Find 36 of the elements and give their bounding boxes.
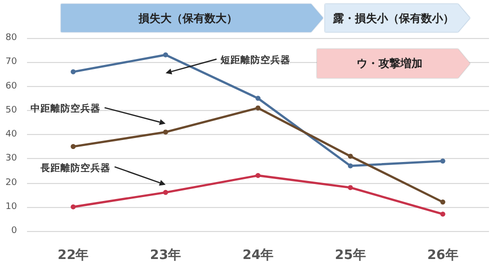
y-tick-label: 80 — [6, 33, 18, 43]
x-tick-label: 22年 — [58, 248, 89, 263]
point — [348, 154, 353, 159]
point — [70, 144, 76, 150]
point — [256, 96, 260, 101]
series-label: 短距離防空兵器 — [220, 54, 291, 66]
x-tick-label: 25年 — [334, 248, 366, 263]
x-tick-label: 26年 — [427, 248, 458, 263]
text: 長距離防空兵器 — [40, 162, 111, 174]
y-tick-label: 0 — [11, 226, 18, 236]
arrow-banner: 損失大（保有数大） — [61, 4, 323, 32]
point — [163, 190, 168, 195]
point — [163, 52, 168, 58]
point — [70, 204, 76, 210]
y-tick-label: 10 — [6, 202, 18, 212]
point — [440, 212, 446, 217]
point — [256, 105, 260, 110]
y-tick-label: 40 — [6, 130, 18, 140]
point — [348, 163, 353, 168]
arrow-banner: ウ・攻撃増加 — [317, 49, 470, 78]
y-tick-label: 50 — [6, 105, 18, 116]
x-tick-label: 23年 — [150, 248, 182, 263]
annotation: ウ・攻撃増加 — [356, 56, 422, 71]
y-tick-label: 30 — [6, 154, 18, 164]
arrow-banner: 露・損失小（保有数小） — [325, 4, 470, 32]
text: 中距離防空兵器 — [30, 102, 101, 115]
point — [70, 69, 76, 74]
point — [440, 158, 446, 164]
point — [440, 200, 446, 205]
y-tick-label: 70 — [6, 57, 18, 68]
y-tick-label: 20 — [6, 178, 18, 188]
y-tick-label: 60 — [6, 81, 18, 92]
point — [256, 173, 260, 178]
point — [348, 185, 353, 190]
x-tick-label: 24年 — [242, 248, 274, 263]
point — [163, 130, 168, 135]
